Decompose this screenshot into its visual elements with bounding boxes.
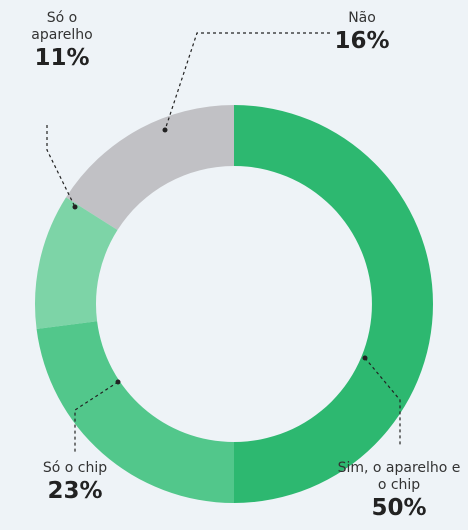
- value-label: 50%: [371, 495, 427, 521]
- value-label: 23%: [47, 478, 103, 504]
- leader-dot: [72, 204, 78, 210]
- leader-dot: [115, 379, 121, 385]
- donut-slice: [35, 197, 118, 329]
- leader-dot: [362, 355, 368, 361]
- category-label: Sim, o aparelho e o chip: [337, 460, 461, 493]
- donut-slice: [36, 321, 234, 503]
- leader-dot: [162, 127, 168, 133]
- category-label: Só o chip: [42, 460, 108, 476]
- label-group: Não 16%: [312, 10, 412, 55]
- label-group: Só o chip 23%: [25, 460, 125, 505]
- value-label: 11%: [34, 45, 90, 71]
- value-label: 16%: [334, 28, 390, 54]
- category-label: Só o aparelho: [31, 10, 93, 43]
- leader-line: [164, 32, 330, 131]
- leader-line: [74, 381, 119, 452]
- leader-line: [364, 357, 401, 447]
- label-group: Sim, o aparelho e o chip 50%: [330, 460, 468, 522]
- donut-slice: [65, 105, 234, 231]
- leader-line: [46, 125, 76, 208]
- leader-lines: [46, 32, 401, 452]
- donut-slice: [234, 105, 433, 503]
- category-label: Não: [348, 10, 376, 26]
- label-group: Só o aparelho 11%: [17, 10, 107, 72]
